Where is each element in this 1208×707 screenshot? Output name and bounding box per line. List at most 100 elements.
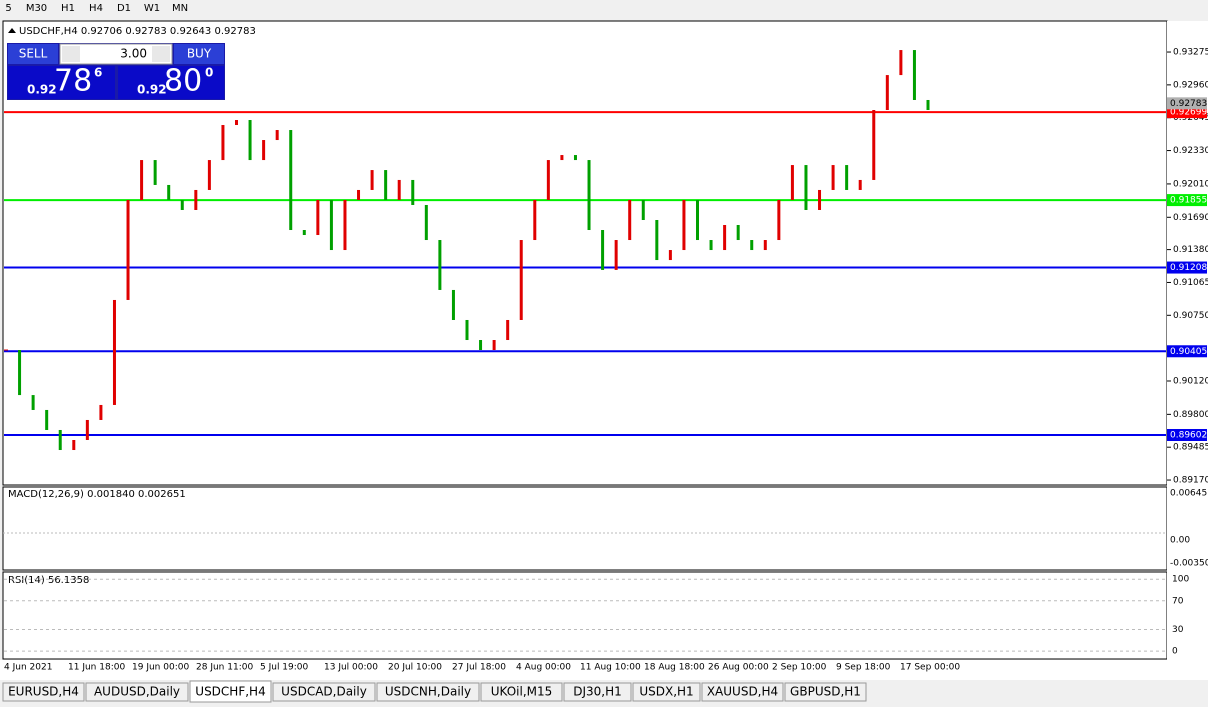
bar — [45, 409, 49, 430]
bar — [302, 230, 306, 236]
current-price-label: 0.92783 — [1170, 99, 1207, 109]
tab-label[interactable]: USDCHF,H4 — [195, 685, 265, 699]
sell-button[interactable] — [8, 44, 58, 64]
price-label: 0.91380 — [1173, 245, 1208, 255]
tab[interactable] — [376, 682, 480, 702]
bar — [926, 99, 930, 110]
time-label: 13 Jul 00:00 — [324, 663, 378, 673]
bar — [546, 160, 550, 200]
bar — [912, 50, 916, 100]
current-price-tag — [1167, 97, 1207, 110]
buy-label[interactable]: BUY — [187, 47, 212, 61]
tab-label[interactable]: UKOil,M15 — [491, 685, 553, 699]
bar — [343, 199, 347, 251]
bar — [465, 319, 469, 341]
bar — [709, 240, 713, 251]
time-label: 20 Jul 10:00 — [388, 663, 442, 673]
tab[interactable] — [632, 682, 701, 702]
bar — [899, 50, 903, 76]
timeframe-button[interactable]: M30 — [26, 3, 47, 14]
time-label: 28 Jun 11:00 — [196, 663, 253, 673]
price-label: 0.91690 — [1173, 213, 1208, 223]
bar — [329, 199, 333, 251]
bar — [451, 289, 455, 320]
bar — [207, 160, 211, 190]
level-label: 0.92699 — [1170, 108, 1207, 118]
tab-label[interactable]: USDCNH,Daily — [385, 685, 471, 699]
bar — [479, 340, 483, 351]
tab[interactable] — [189, 680, 272, 703]
buy-button[interactable] — [174, 44, 224, 64]
price-label: 0.89485 — [1173, 443, 1208, 453]
tab-label[interactable]: XAUUSD,H4 — [707, 685, 778, 699]
bar — [804, 165, 808, 210]
bar — [316, 199, 320, 236]
bar — [18, 350, 22, 396]
sell-price-box[interactable] — [8, 66, 115, 99]
price-label: 0.89800 — [1173, 410, 1208, 420]
bar — [72, 440, 76, 451]
level-tag — [1167, 345, 1207, 358]
tab[interactable] — [480, 682, 563, 702]
bar — [614, 240, 618, 270]
bar — [858, 179, 862, 190]
tab[interactable] — [85, 682, 189, 702]
lots-down[interactable] — [62, 46, 80, 62]
buy-frac: 0 — [205, 66, 213, 80]
timeframe-button[interactable]: 5 — [5, 3, 11, 14]
macd-axis-label: 0.00 — [1170, 536, 1190, 546]
bar — [384, 170, 388, 200]
buy-big: 0.92 — [137, 83, 167, 97]
bar — [194, 189, 198, 210]
tab-label[interactable]: USDX,H1 — [639, 685, 693, 699]
tab[interactable] — [563, 682, 632, 702]
timeframe-button[interactable]: H1 — [61, 3, 75, 14]
symbol-info: USDCHF,H4 0.92706 0.92783 0.92643 0.9278… — [19, 26, 256, 37]
timeframe-button[interactable]: MN — [172, 3, 188, 14]
bar — [112, 299, 116, 405]
time-label: 11 Aug 10:00 — [580, 663, 641, 673]
time-label: 4 Jun 2021 — [4, 663, 52, 673]
bar — [560, 155, 564, 161]
timeframe-button[interactable]: D1 — [117, 3, 131, 14]
lots-up[interactable] — [152, 46, 170, 62]
time-label: 19 Jun 00:00 — [132, 663, 189, 673]
sell-label[interactable]: SELL — [19, 47, 48, 61]
bar — [357, 189, 361, 200]
timeframe-button[interactable]: W1 — [144, 3, 160, 14]
macd-title: MACD(12,26,9) 0.001840 0.002651 — [8, 489, 186, 500]
time-label: 4 Aug 00:00 — [516, 663, 571, 673]
price-label: 0.90120 — [1173, 376, 1208, 386]
timeframe-button[interactable]: H4 — [89, 3, 103, 14]
tab[interactable] — [701, 682, 784, 702]
bar — [126, 199, 130, 300]
tab-label[interactable]: GBPUSD,H1 — [790, 685, 861, 699]
tab[interactable] — [272, 682, 376, 702]
lots-input[interactable] — [59, 43, 173, 65]
lots-value[interactable]: 3.00 — [120, 47, 147, 61]
bar — [790, 165, 794, 200]
bar — [153, 160, 157, 185]
rsi-axis-label: 30 — [1172, 625, 1184, 635]
price-label: 0.91065 — [1173, 278, 1208, 288]
tab-label[interactable]: DJ30,H1 — [573, 685, 622, 699]
tab[interactable] — [2, 682, 85, 702]
trade-panel: SELL 3.00 BUY 0.92 78 6 0.92 80 0 — [7, 43, 225, 100]
tab-label[interactable]: AUDUSD,Daily — [94, 685, 180, 699]
bar — [641, 199, 645, 220]
bar — [573, 155, 577, 161]
bar — [221, 125, 225, 161]
tab-label[interactable]: EURUSD,H4 — [8, 685, 79, 699]
tab[interactable] — [784, 682, 867, 702]
tab-label[interactable]: USDCAD,Daily — [281, 685, 367, 699]
price-label: 0.92960 — [1173, 80, 1208, 90]
buy-price-box[interactable] — [118, 66, 224, 99]
time-label: 26 Aug 00:00 — [708, 663, 769, 673]
bar — [438, 240, 442, 290]
collapse-icon — [8, 28, 16, 33]
time-label: 5 Jul 19:00 — [260, 663, 309, 673]
macd-axis-label: 0.006451 — [1170, 489, 1208, 499]
bar — [750, 240, 754, 251]
price-label: 0.92330 — [1173, 146, 1208, 156]
